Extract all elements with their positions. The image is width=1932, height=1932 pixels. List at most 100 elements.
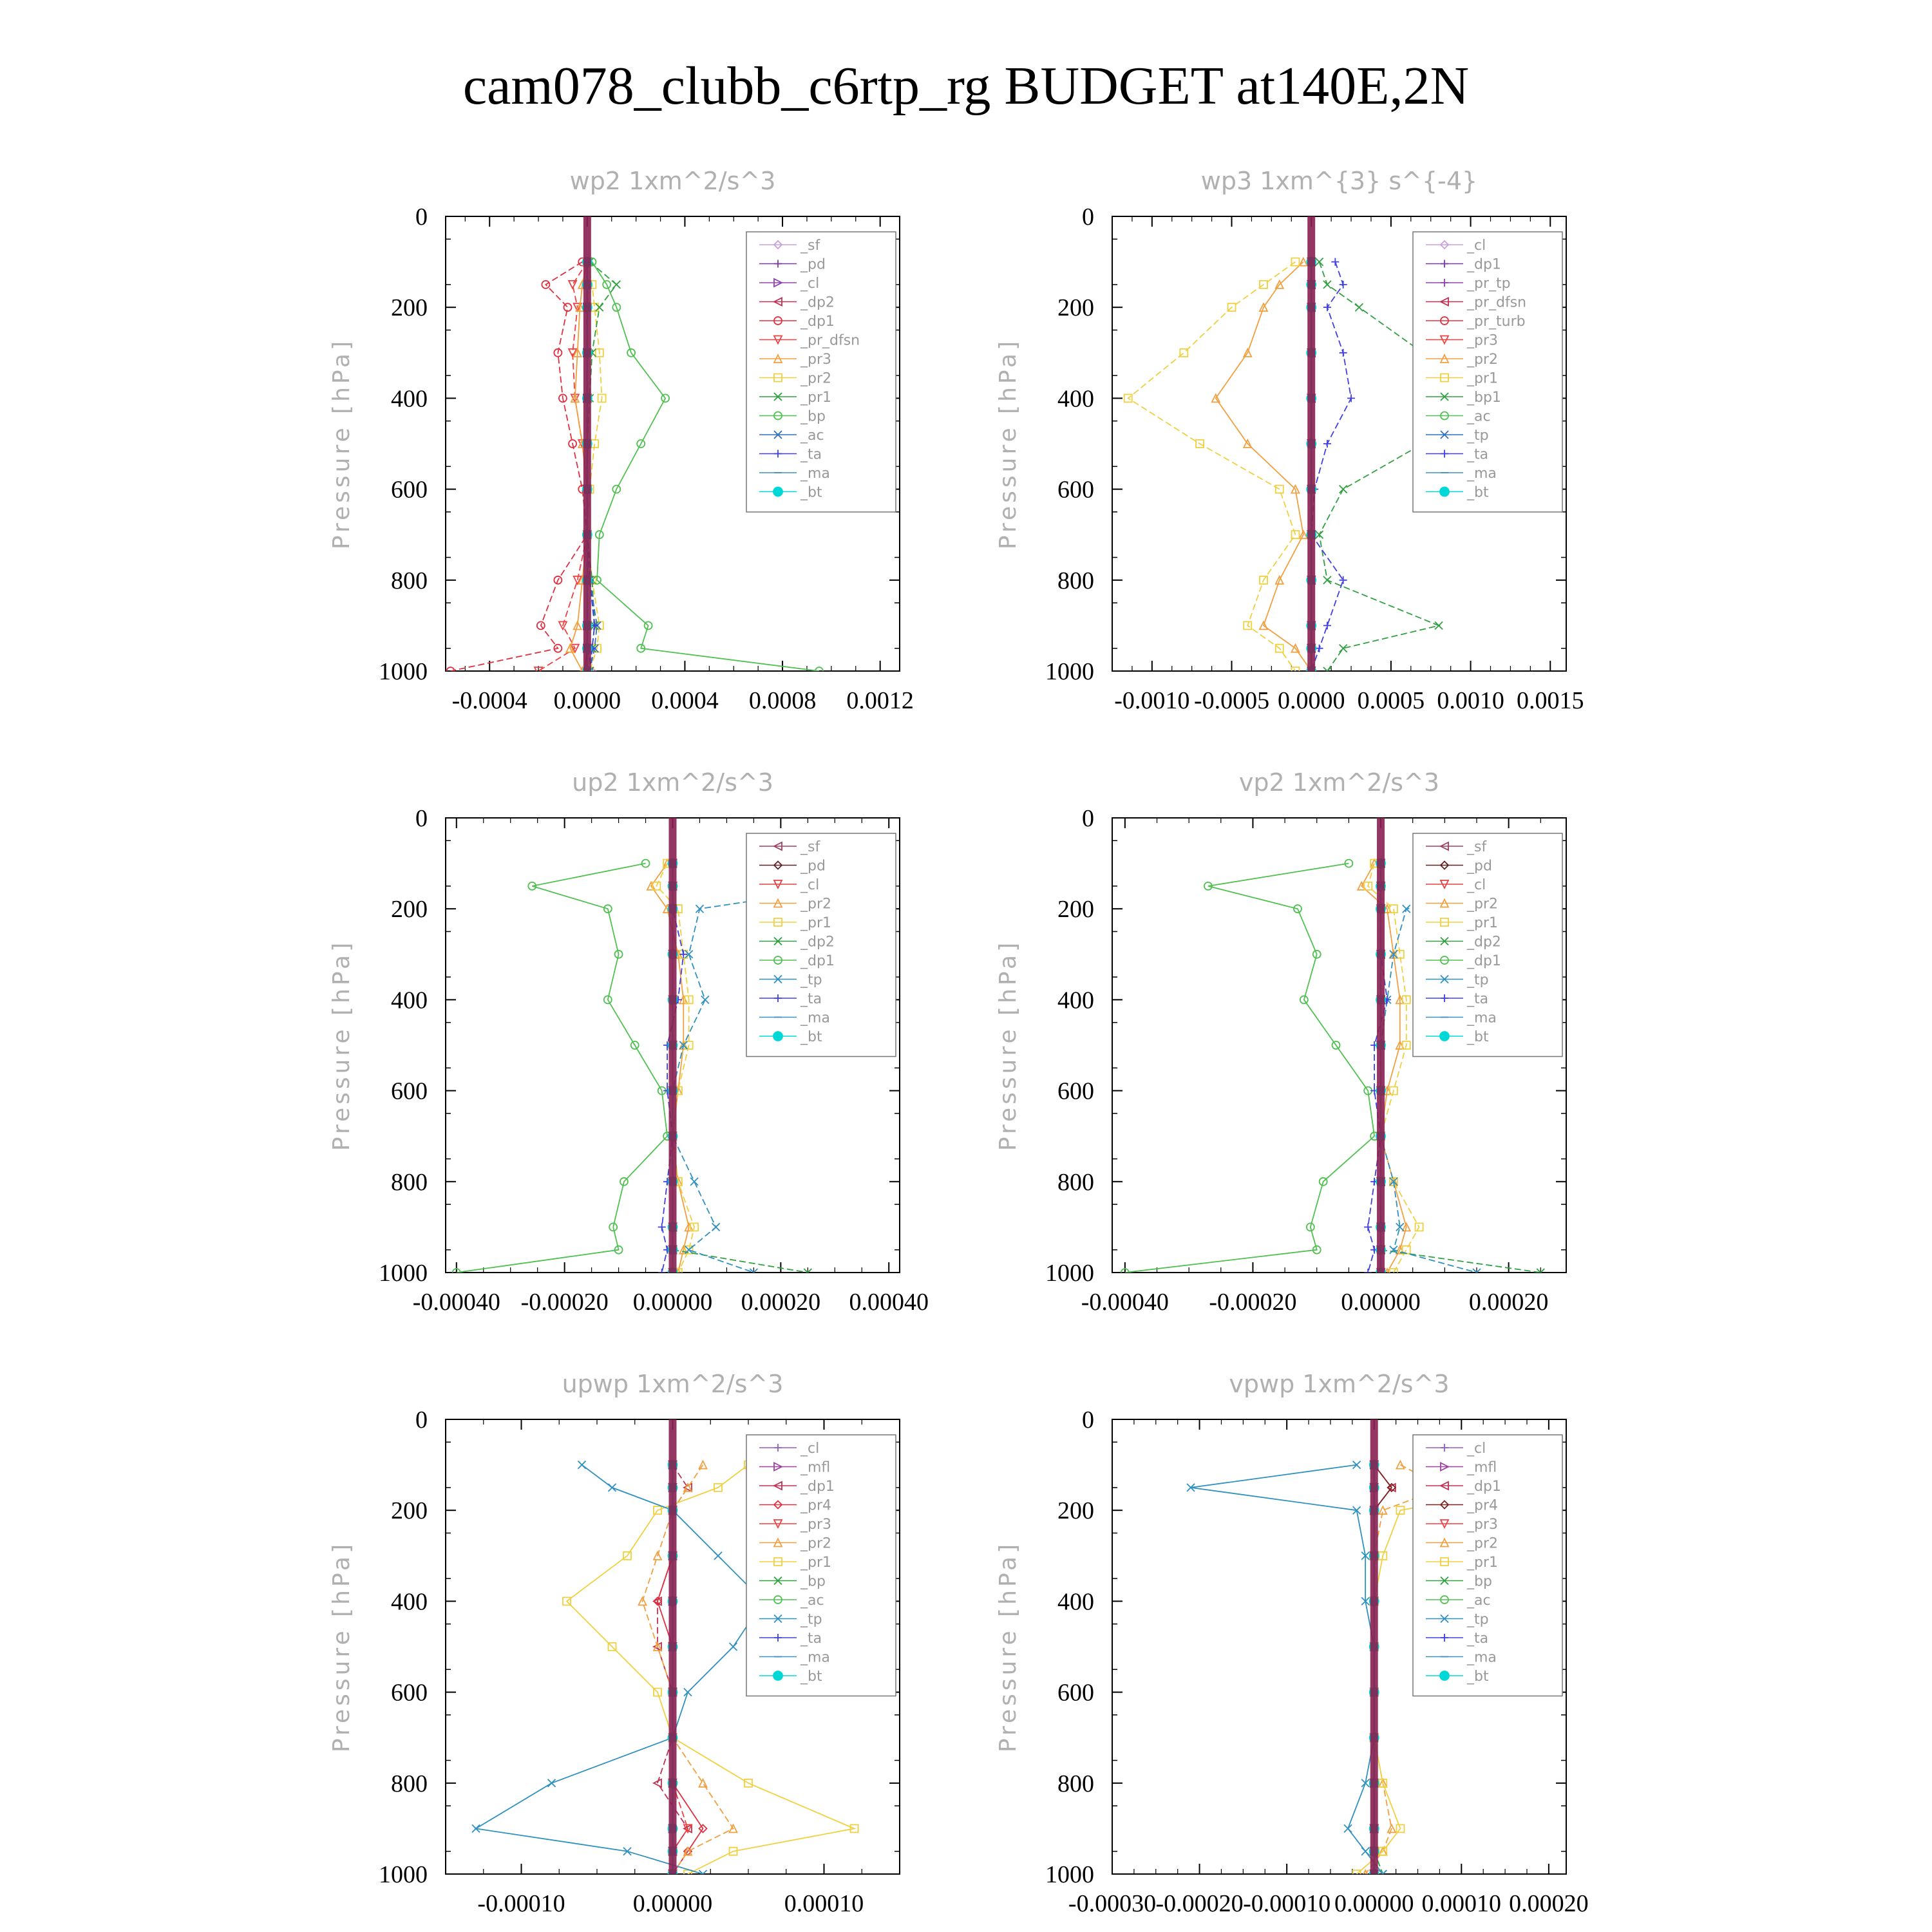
data-point-dp1 [451, 1268, 461, 1273]
legend-marker [773, 1671, 783, 1681]
legend-entry: _pr_dfsn [800, 333, 860, 349]
data-point-pr2 [1395, 1459, 1405, 1470]
legend-marker [774, 260, 782, 268]
data-point-dp1 [603, 995, 612, 1005]
data-point-pr2 [1242, 347, 1253, 357]
data-point-ta [1331, 258, 1340, 266]
legend-entry: _tp [1466, 972, 1489, 989]
x-tick-label: -0.00020 [1209, 1289, 1296, 1316]
data-point-tp [749, 1268, 759, 1273]
legend-marker [1440, 1576, 1449, 1586]
chart-panel-2: wp3 1xm^{3} s^{-4} Pressure [hPa] 0 200 400 6… [995, 167, 1584, 714]
legend-box [746, 833, 896, 1057]
data-point-ta [658, 1269, 666, 1273]
legend-marker [773, 430, 782, 439]
data-point-dp1 [1293, 904, 1302, 914]
series-line-bp1 [1318, 261, 1520, 671]
x-tick-label: -0.00030 [1068, 1890, 1156, 1917]
y-tick-label: 0 [1082, 204, 1094, 231]
data-point-dp1 [541, 279, 551, 289]
legend-entry: _ma [800, 1650, 830, 1666]
data-point-dp1 [1299, 995, 1309, 1005]
data-point-ta [679, 950, 688, 958]
y-axis-label: Pressure [hPa] [328, 338, 355, 549]
legend-entry: _ma [1466, 1650, 1497, 1666]
data-point-dp1 [682, 1823, 692, 1833]
data-point-tp [1343, 1824, 1352, 1833]
data-point-dp1 [614, 1245, 623, 1255]
x-tick-label: -0.0004 [452, 687, 527, 714]
legend-marker [773, 1576, 782, 1586]
data-point-ta [1315, 644, 1323, 652]
y-tick-label: 600 [391, 477, 428, 504]
y-tick-label: 200 [1057, 896, 1094, 923]
legend-marker [1440, 936, 1449, 946]
legend-marker [773, 316, 782, 325]
legend-marker [773, 918, 782, 927]
data-point-bp [602, 279, 612, 289]
data-point-dp1 [682, 1482, 692, 1493]
data-point-pr1 [1389, 1268, 1398, 1273]
legend-marker [773, 1557, 782, 1566]
y-tick-label: 200 [391, 294, 428, 321]
data-point-ta [658, 1223, 666, 1231]
legend-marker [773, 936, 782, 946]
x-tick-label: 0.00000 [633, 1890, 713, 1917]
series-line-pr_dfsn [538, 261, 588, 671]
legend-marker [1440, 430, 1449, 439]
legend-entry: _bp1 [1466, 390, 1501, 406]
data-point-bp [627, 348, 636, 357]
data-point-dp1 [1331, 1041, 1341, 1050]
data-point-pr1 [562, 1596, 571, 1606]
data-point-pr2 [1291, 484, 1300, 494]
legend-marker [1441, 279, 1448, 287]
data-point-tp [1361, 1847, 1370, 1856]
legend-marker [773, 1462, 784, 1472]
data-point-pr3 [570, 393, 580, 403]
x-tick-label: -0.00020 [1155, 1890, 1243, 1917]
legend-marker [1439, 240, 1450, 250]
data-point-ta [1364, 1223, 1372, 1231]
legend-marker [1439, 1671, 1450, 1681]
data-point-dp1 [1312, 1245, 1321, 1255]
y-tick-label: 0 [1082, 805, 1094, 832]
data-point-bp [612, 484, 621, 494]
legend-entry: _ta [1466, 991, 1488, 1007]
y-axis-label: Pressure [hPa] [995, 940, 1021, 1151]
data-point-pr3 [573, 347, 583, 357]
legend-marker [1439, 1519, 1450, 1530]
data-point-ta [1323, 440, 1331, 448]
legend-marker [773, 1614, 782, 1624]
data-point-tp [1402, 904, 1411, 913]
series-line-ta [1311, 261, 1352, 671]
x-tick-label: 0.00000 [1334, 1890, 1414, 1917]
data-point-dp1 [553, 348, 563, 357]
data-point-pr1 [1274, 484, 1284, 494]
data-point-pr1 [1243, 621, 1253, 630]
data-point-pr_dfsn [533, 667, 544, 671]
legend-marker [773, 1537, 783, 1548]
legend-box [746, 231, 896, 513]
data-point-pr1 [679, 949, 688, 959]
chart-panel-3: up2 1xm^2/s^3 Pressure [hPa] 0 200 400 600 800… [328, 768, 929, 1316]
data-point-dp1 [1312, 949, 1321, 959]
x-tick-label: 0.0000 [554, 687, 621, 714]
legend-marker [773, 353, 783, 363]
x-tick-label: 0.0005 [1358, 687, 1425, 714]
panel-title: wp2 1xm^2/s^3 [570, 167, 776, 195]
data-point-pr1 [652, 882, 661, 891]
legend-entry: _tp [1466, 1612, 1489, 1628]
data-point-pr2 [1401, 1222, 1412, 1232]
data-point-pr2 [1378, 1505, 1388, 1515]
data-point-pr2 [683, 1846, 693, 1856]
legend-entry: _ma [800, 466, 830, 482]
data-point-pr2 [1298, 529, 1309, 540]
chart-panel-5: upwp 1xm^2/s^3 Pressure [hPa] 0 200 400 600 80… [328, 1370, 900, 1917]
data-point-pr_dfsn [573, 575, 583, 585]
legend-marker [1439, 860, 1450, 870]
data-point-tp [701, 995, 710, 1005]
legend-marker [773, 974, 782, 984]
series-line-tp [672, 862, 851, 1273]
y-tick-label: 400 [391, 987, 428, 1014]
